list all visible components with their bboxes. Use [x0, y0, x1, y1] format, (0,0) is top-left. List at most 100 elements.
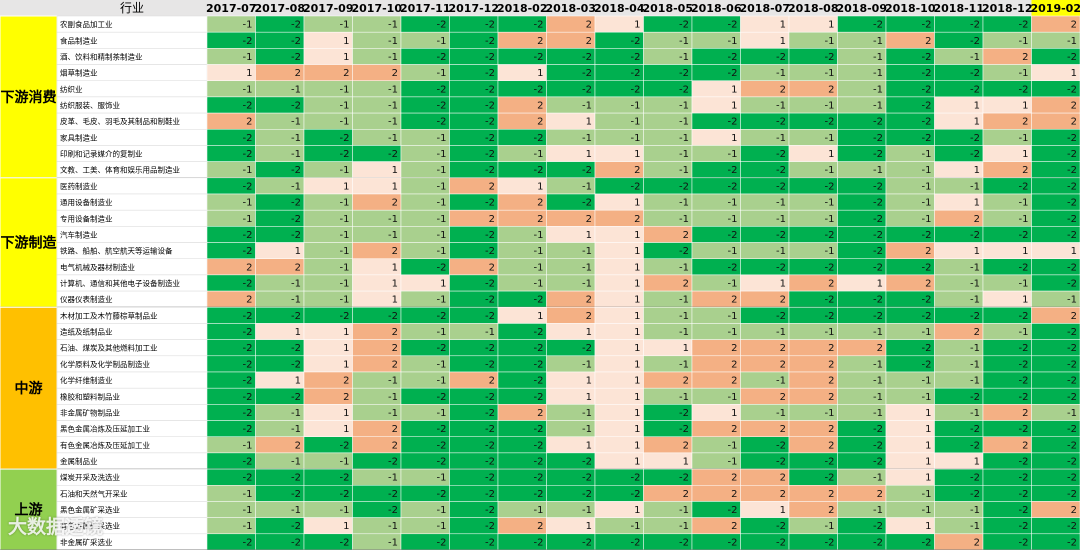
- cell-value: -2: [291, 52, 301, 63]
- cell-value: -1: [970, 521, 980, 532]
- cell-value: -1: [340, 117, 350, 128]
- cell-value: 1: [343, 343, 349, 354]
- cell-value: 1: [634, 424, 640, 435]
- cell-value: -2: [243, 230, 253, 241]
- cell-value: -2: [582, 537, 592, 548]
- cell-value: -2: [291, 537, 301, 548]
- cell-value: -2: [485, 440, 495, 451]
- cell-value: -1: [922, 392, 932, 403]
- cell-value: -2: [922, 52, 932, 63]
- cell-value: -2: [582, 52, 592, 63]
- column-header: 2018-12: [982, 2, 1033, 15]
- cell-value: 1: [586, 327, 592, 338]
- cell-value: -1: [1067, 295, 1077, 306]
- cell-value: -1: [970, 279, 980, 290]
- cell-value: 2: [1022, 117, 1028, 128]
- cell-value: -1: [340, 295, 350, 306]
- cell-value: -1: [922, 376, 932, 387]
- cell-value: -2: [728, 165, 738, 176]
- cell-value: -1: [776, 133, 786, 144]
- cell-value: -1: [437, 214, 447, 225]
- cell-value: 2: [586, 20, 592, 31]
- cell-value: -1: [873, 392, 883, 403]
- cell-value: 2: [392, 440, 398, 451]
- cell-value: -2: [922, 359, 932, 370]
- cell-value: -1: [873, 359, 883, 370]
- cell-value: -1: [679, 392, 689, 403]
- cell-value: 2: [1071, 101, 1077, 112]
- cell-value: -1: [873, 505, 883, 516]
- cell-value: 1: [780, 20, 786, 31]
- cell-value: -2: [534, 473, 544, 484]
- cell-value: -2: [1019, 84, 1029, 95]
- cell-value: -2: [1067, 181, 1077, 192]
- cell-value: 1: [634, 376, 640, 387]
- row-label: 医药制造业: [60, 181, 98, 191]
- cell-value: -1: [825, 327, 835, 338]
- cell-value: 2: [634, 214, 640, 225]
- cell-value: -2: [776, 230, 786, 241]
- cell-value: -1: [970, 505, 980, 516]
- cell-value: -1: [922, 181, 932, 192]
- cell-value: -2: [291, 165, 301, 176]
- cell-value: -1: [679, 133, 689, 144]
- column-header: 2018-08: [788, 2, 839, 15]
- cell-value: -1: [922, 214, 932, 225]
- cell-value: -1: [1019, 68, 1029, 79]
- cell-value: -2: [485, 457, 495, 468]
- cell-value: -1: [437, 327, 447, 338]
- cell-value: -1: [243, 198, 253, 209]
- cell-value: 2: [1022, 440, 1028, 451]
- cell-value: -1: [340, 230, 350, 241]
- cell-value: -1: [340, 84, 350, 95]
- cell-value: -2: [970, 392, 980, 403]
- cell-value: 2: [246, 262, 252, 273]
- row-label: 电气机械及器材制造业: [60, 262, 135, 272]
- group-label: 下游消费: [1, 89, 57, 106]
- cell-value: -2: [1067, 279, 1077, 290]
- cell-value: 1: [634, 230, 640, 241]
- cell-value: -2: [1019, 457, 1029, 468]
- cell-value: -2: [1019, 537, 1029, 548]
- cell-value: -2: [340, 489, 350, 500]
- cell-value: -1: [388, 117, 398, 128]
- cell-value: -1: [582, 505, 592, 516]
- cell-value: -2: [485, 473, 495, 484]
- cell-value: -1: [388, 52, 398, 63]
- cell-value: 2: [392, 359, 398, 370]
- cell-value: -1: [340, 165, 350, 176]
- cell-value: 1: [343, 52, 349, 63]
- cell-value: -1: [728, 36, 738, 47]
- cell-value: 2: [780, 295, 786, 306]
- cell-value: 2: [974, 537, 980, 548]
- cell-value: -2: [534, 133, 544, 144]
- cell-value: -2: [631, 68, 641, 79]
- cell-value: 2: [537, 198, 543, 209]
- cell-value: 1: [1071, 246, 1077, 257]
- cell-value: -2: [1067, 392, 1077, 403]
- cell-value: -2: [243, 457, 253, 468]
- cell-value: 1: [974, 246, 980, 257]
- cell-value: 1: [440, 279, 446, 290]
- cell-value: -2: [922, 537, 932, 548]
- cell-value: 1: [586, 117, 592, 128]
- cell-value: 2: [683, 230, 689, 241]
- corner-label: 行业: [120, 1, 144, 15]
- cell-value: -1: [388, 36, 398, 47]
- cell-value: -1: [776, 408, 786, 419]
- cell-value: 1: [828, 20, 834, 31]
- cell-value: -2: [825, 181, 835, 192]
- cell-value: 2: [828, 424, 834, 435]
- cell-value: -2: [728, 505, 738, 516]
- cell-value: -2: [1067, 440, 1077, 451]
- cell-value: -2: [291, 473, 301, 484]
- cell-value: -1: [388, 537, 398, 548]
- cell-value: 1: [925, 424, 931, 435]
- cell-value: -1: [873, 84, 883, 95]
- cell-value: 2: [489, 214, 495, 225]
- cell-value: -2: [922, 84, 932, 95]
- cell-value: -1: [437, 408, 447, 419]
- row-label: 皮革、毛皮、羽毛及其制品和制鞋业: [60, 116, 180, 126]
- cell-value: -2: [728, 230, 738, 241]
- cell-value: -1: [679, 521, 689, 532]
